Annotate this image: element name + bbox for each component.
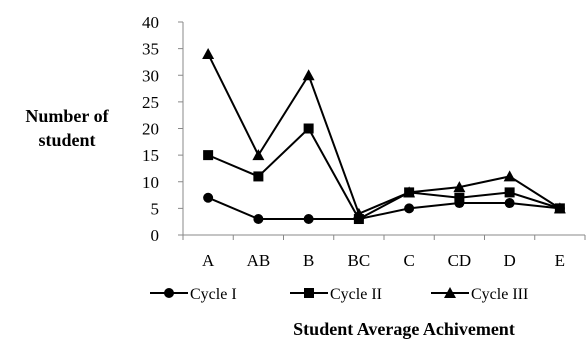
y-tick-label: 25: [142, 93, 159, 112]
series-line: [207, 126, 561, 221]
legend-item: Cycle II: [290, 286, 382, 303]
series-line: [207, 53, 561, 216]
data-point: [203, 192, 214, 203]
data-point: [253, 214, 264, 225]
data-point: [303, 214, 314, 225]
data-point: [303, 123, 314, 134]
series-1: [203, 192, 565, 225]
data-point: [352, 207, 365, 219]
y-axis-label-line-2: student: [38, 130, 95, 150]
data-point: [503, 170, 516, 182]
x-tick-label: CD: [448, 251, 472, 270]
legend-marker: [444, 287, 456, 298]
x-tick-label: B: [303, 251, 314, 270]
x-tick-label: BC: [348, 251, 371, 270]
x-axis-label: Student Average Achivement: [293, 319, 515, 339]
y-tick-label: 10: [142, 173, 159, 192]
data-point: [203, 150, 214, 161]
y-tick-label: 30: [142, 66, 159, 85]
x-axis-ticks: A AB B BC C CD D E: [182, 235, 586, 270]
data-point: [253, 171, 264, 182]
x-tick-label: C: [403, 251, 414, 270]
legend-label: Cycle I: [190, 286, 237, 303]
series-line: [207, 196, 560, 221]
legend-marker: [164, 288, 174, 298]
legend-item: Cycle I: [150, 286, 237, 303]
series-3: [202, 47, 566, 219]
y-tick-label: 15: [142, 146, 159, 165]
data-point: [453, 181, 466, 193]
data-point: [302, 69, 315, 81]
y-axis-label-line-1: Number of: [25, 106, 109, 126]
data-point: [504, 187, 515, 198]
y-tick-label: 40: [142, 13, 159, 32]
series-group: [202, 47, 566, 225]
legend-marker: [304, 288, 314, 298]
y-tick-label: 35: [142, 40, 159, 59]
x-tick-label: E: [555, 251, 565, 270]
x-tick-label: AB: [247, 251, 271, 270]
y-tick-label: 5: [151, 199, 160, 218]
legend: Cycle I Cycle II Cycle III: [150, 286, 528, 303]
data-point: [404, 203, 415, 214]
legend-label: Cycle III: [471, 286, 528, 303]
x-tick-label: D: [503, 251, 515, 270]
data-point: [504, 198, 515, 209]
x-tick-label: A: [202, 251, 215, 270]
legend-label: Cycle II: [330, 286, 382, 303]
data-point: [553, 202, 566, 214]
y-axis-ticks: 0 5 10 15 20 25 30 35 40: [142, 13, 183, 245]
y-tick-label: 0: [151, 226, 160, 245]
data-point: [202, 47, 215, 59]
data-point: [403, 186, 416, 198]
y-tick-label: 20: [142, 120, 159, 139]
data-point: [454, 192, 465, 203]
legend-item: Cycle III: [431, 286, 528, 303]
data-point: [252, 149, 265, 161]
data-point: [353, 214, 364, 225]
